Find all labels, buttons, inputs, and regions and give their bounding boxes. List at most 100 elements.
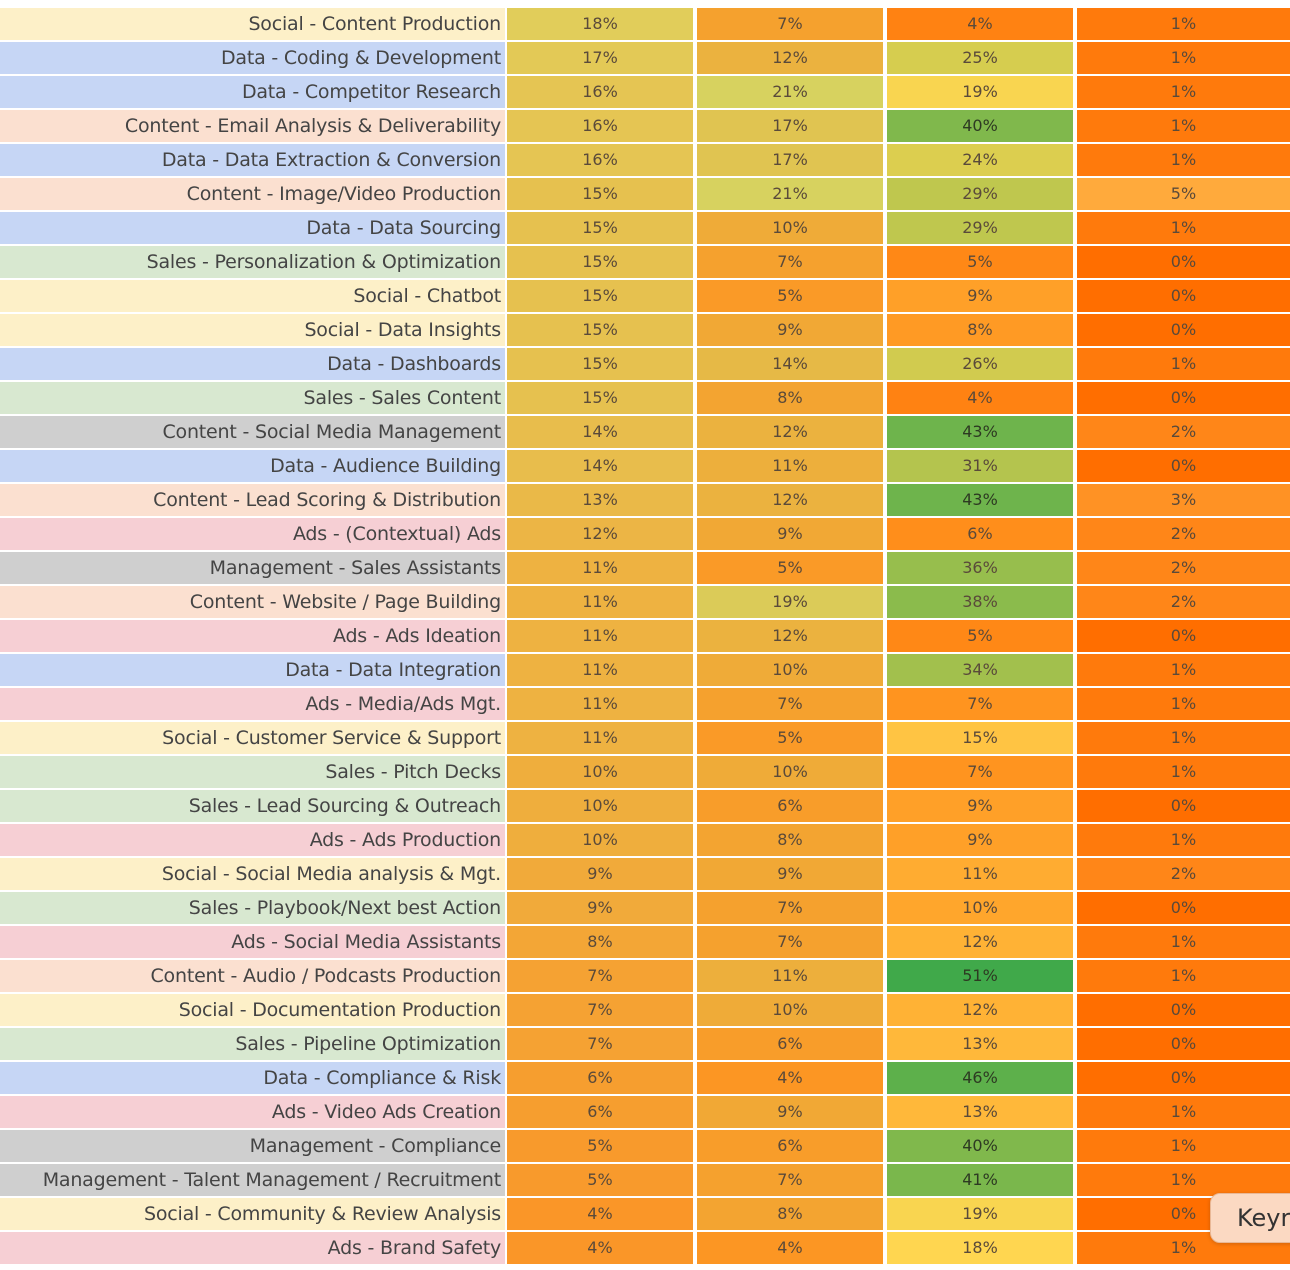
heatmap-cell: 7% — [507, 994, 695, 1028]
heatmap-cell: 13% — [887, 1096, 1075, 1130]
table-row: Data - Data Extraction & Conversion 16% 17… — [0, 144, 1290, 178]
heatmap-cell: 1% — [1077, 688, 1290, 722]
heatmap-cell: 16% — [507, 144, 695, 178]
row-label-cell: Data - Dashboards — [0, 348, 505, 382]
heatmap-cell: 7% — [697, 688, 885, 722]
heatmap-cell: 4% — [887, 8, 1075, 42]
row-label: Management - Compliance — [249, 1135, 502, 1157]
heatmap-cell: 14% — [507, 450, 695, 484]
heatmap-cell: 0% — [1077, 382, 1290, 416]
row-label-cell: Social - Community & Review Analysis — [0, 1198, 505, 1232]
heatmap-cell: 1% — [1077, 1164, 1290, 1198]
heatmap-cell: 9% — [887, 790, 1075, 824]
heatmap-cell: 7% — [507, 960, 695, 994]
heatmap-cell: 15% — [507, 314, 695, 348]
heatmap-cell: 0% — [1077, 1028, 1290, 1062]
heatmap-cell: 0% — [1077, 892, 1290, 926]
table-row: Ads - Brand Safety 4% 4% 18% 1% — [0, 1232, 1290, 1266]
heatmap-cell: 15% — [507, 382, 695, 416]
heatmap-cell: 5% — [887, 620, 1075, 654]
heatmap-cell: 2% — [1077, 416, 1290, 450]
heatmap-cell: 15% — [507, 178, 695, 212]
heatmap-cell: 9% — [697, 314, 885, 348]
row-label-cell: Ads - Ads Ideation — [0, 620, 505, 654]
row-label-cell: Data - Compliance & Risk — [0, 1062, 505, 1096]
table-row: Sales - Pitch Decks 10% 10% 7% 1% — [0, 756, 1290, 790]
heatmap-cell: 12% — [697, 484, 885, 518]
heatmap-cell: 5% — [697, 280, 885, 314]
heatmap-cell: 29% — [887, 212, 1075, 246]
heatmap-cell: 21% — [697, 178, 885, 212]
heatmap-cell: 1% — [1077, 144, 1290, 178]
table-row: Sales - Sales Content 15% 8% 4% 0% — [0, 382, 1290, 416]
table-row: Data - Coding & Development 17% 12% 25% 1% — [0, 42, 1290, 76]
table-row: Data - Competitor Research 16% 21% 19% 1% — [0, 76, 1290, 110]
row-label-cell: Sales - Personalization & Optimization — [0, 246, 505, 280]
heatmap-cell: 6% — [697, 1028, 885, 1062]
heatmap-cell: 1% — [1077, 8, 1290, 42]
table-row: Content - Image/Video Production 15% 21% 29… — [0, 178, 1290, 212]
heatmap-cell: 2% — [1077, 586, 1290, 620]
table-row: Social - Chatbot 15% 5% 9% 0% — [0, 280, 1290, 314]
row-label-cell: Social - Data Insights — [0, 314, 505, 348]
heatmap-cell: 9% — [887, 824, 1075, 858]
heatmap-cell: 9% — [507, 858, 695, 892]
heatmap-cell: 9% — [697, 858, 885, 892]
table-row: Ads - Ads Ideation 11% 12% 5% 0% — [0, 620, 1290, 654]
row-label: Social - Customer Service & Support — [162, 727, 501, 749]
heatmap-cell: 18% — [887, 1232, 1075, 1266]
row-label-cell: Management - Sales Assistants — [0, 552, 505, 586]
heatmap-cell: 5% — [507, 1164, 695, 1198]
keynote-tooltip[interactable]: Keyr — [1210, 1193, 1290, 1243]
table-row: Sales - Playbook/Next best Action 9% 7% 10%… — [0, 892, 1290, 926]
heatmap-cell: 9% — [507, 892, 695, 926]
heatmap-cell: 41% — [887, 1164, 1075, 1198]
row-label: Ads - Ads Ideation — [332, 625, 501, 647]
row-label-cell: Sales - Playbook/Next best Action — [0, 892, 505, 926]
heatmap-cell: 11% — [507, 722, 695, 756]
heatmap-cell: 51% — [887, 960, 1075, 994]
heatmap-cell: 9% — [887, 280, 1075, 314]
row-label: Management - Sales Assistants — [209, 557, 502, 579]
table-row: Management - Compliance 5% 6% 40% 1% — [0, 1130, 1290, 1164]
heatmap-cell: 8% — [887, 314, 1075, 348]
table-row: Social - Community & Review Analysis 4% 8%… — [0, 1198, 1290, 1232]
row-label-cell: Social - Chatbot — [0, 280, 505, 314]
heatmap-cell: 4% — [697, 1062, 885, 1096]
heatmap-cell: 29% — [887, 178, 1075, 212]
heatmap-cell: 1% — [1077, 1096, 1290, 1130]
table-row: Social - Data Insights 15% 9% 8% 0% — [0, 314, 1290, 348]
heatmap-cell: 10% — [507, 756, 695, 790]
table-row: Social - Documentation Production 7% 10% 12… — [0, 994, 1290, 1028]
heatmap-cell: 1% — [1077, 212, 1290, 246]
row-label: Ads - Social Media Assistants — [231, 931, 501, 953]
heatmap-cell: 4% — [507, 1198, 695, 1232]
row-label: Data - Compliance & Risk — [263, 1067, 501, 1089]
heatmap-cell: 7% — [507, 1028, 695, 1062]
heatmap-cell: 13% — [507, 484, 695, 518]
table-row: Social - Content Production 18% 7% 4% 1% — [0, 8, 1290, 42]
heatmap-cell: 0% — [1077, 620, 1290, 654]
row-label-cell: Management - Talent Management / Recruit… — [0, 1164, 505, 1198]
heatmap-cell: 38% — [887, 586, 1075, 620]
table-row: Content - Email Analysis & Deliverabilit… — [0, 110, 1290, 144]
heatmap-cell: 46% — [887, 1062, 1075, 1096]
heatmap-cell: 9% — [697, 1096, 885, 1130]
heatmap-cell: 40% — [887, 110, 1075, 144]
heatmap-cell: 10% — [697, 756, 885, 790]
heatmap-cell: 12% — [697, 416, 885, 450]
heatmap-cell: 26% — [887, 348, 1075, 382]
heatmap-cell: 16% — [507, 110, 695, 144]
table-row: Management - Talent Management / Recruit… — [0, 1164, 1290, 1198]
heatmap-cell: 1% — [1077, 824, 1290, 858]
heatmap-cell: 5% — [507, 1130, 695, 1164]
row-label-cell: Content - Audio / Podcasts Production — [0, 960, 505, 994]
row-label-cell: Data - Coding & Development — [0, 42, 505, 76]
row-label-cell: Data - Audience Building — [0, 450, 505, 484]
row-label: Ads - Media/Ads Mgt. — [305, 693, 501, 715]
heatmap-cell: 12% — [697, 620, 885, 654]
row-label-cell: Content - Image/Video Production — [0, 178, 505, 212]
heatmap-cell: 17% — [697, 110, 885, 144]
heatmap-cell: 0% — [1077, 280, 1290, 314]
row-label-cell: Data - Competitor Research — [0, 76, 505, 110]
